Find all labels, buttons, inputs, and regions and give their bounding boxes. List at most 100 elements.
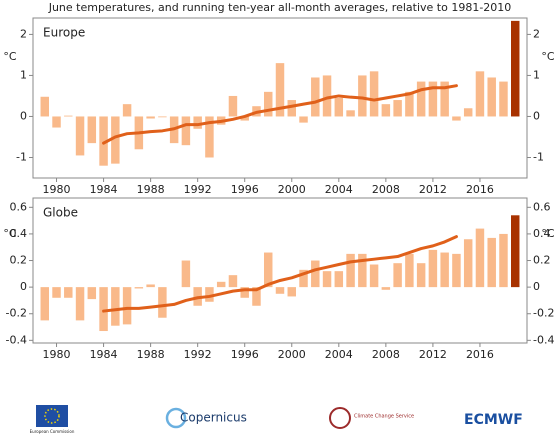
bar	[181, 260, 191, 288]
running-mean-line	[102, 84, 458, 145]
bar	[111, 287, 120, 326]
bar	[158, 287, 167, 318]
bar	[334, 271, 344, 288]
y-axis-label: °C	[541, 227, 555, 240]
x-tick-label: 1988	[137, 348, 165, 361]
panel-label: Globe	[43, 206, 78, 220]
y-tick-label: 0	[533, 280, 540, 293]
plot-frame	[32, 197, 528, 344]
y-tick-label: 0.4	[533, 227, 551, 240]
y-tick-label: 0.2	[533, 254, 551, 267]
bar	[75, 116, 85, 156]
bar	[393, 263, 402, 288]
plot-frame	[32, 17, 528, 179]
bar	[99, 116, 108, 166]
bar	[428, 249, 438, 288]
bar	[405, 253, 414, 288]
bar	[499, 233, 508, 288]
bar	[228, 95, 238, 117]
bar	[322, 271, 332, 288]
x-tick-label: 2016	[466, 183, 494, 196]
bar	[264, 91, 273, 117]
footer-logos: European Commission Copernicus Climate C…	[30, 405, 523, 434]
bar	[416, 81, 426, 117]
bar	[322, 75, 332, 117]
bar	[52, 287, 61, 298]
bar	[463, 239, 473, 288]
bar	[475, 228, 485, 288]
x-tick-label: 2016	[466, 348, 494, 361]
x-tick-label: 1980	[43, 183, 71, 196]
y-tick-label: 0.2	[10, 254, 28, 267]
bar	[122, 287, 132, 325]
bar	[287, 287, 296, 297]
bar	[75, 287, 85, 321]
x-tick-label: 1988	[137, 183, 165, 196]
x-tick-label: 2012	[419, 183, 447, 196]
panel-label: Europe	[43, 26, 85, 40]
logo-text: ECMWF	[464, 412, 523, 428]
x-tick-label: 2000	[278, 348, 306, 361]
y-tick-label: 1	[533, 68, 540, 81]
bar	[416, 263, 426, 288]
bar	[511, 20, 520, 117]
logo-text: Copernicus	[180, 411, 247, 425]
bar	[452, 116, 461, 121]
bar	[87, 287, 97, 300]
y-tick-label: 0	[533, 109, 540, 122]
running-mean-line	[102, 235, 458, 313]
bar	[228, 275, 238, 288]
bar	[64, 115, 73, 117]
eu-flag	[36, 405, 68, 427]
logo-text: Climate Change Service	[354, 414, 414, 420]
x-tick-label: 1980	[43, 348, 71, 361]
y-tick-label: 0.6	[10, 200, 28, 213]
bar	[205, 116, 214, 158]
x-tick-label: 2000	[278, 183, 306, 196]
y-tick-label: -0.2	[533, 307, 554, 320]
bar	[216, 281, 226, 288]
y-tick-label: 0	[20, 280, 27, 293]
bar	[487, 237, 496, 288]
bar	[463, 108, 473, 117]
bar	[369, 71, 379, 117]
bar	[487, 77, 496, 117]
x-tick-label: 1992	[184, 348, 212, 361]
eu-stars	[44, 408, 60, 424]
bar	[134, 287, 144, 289]
y-tick-label: 2	[20, 27, 27, 40]
bar	[146, 284, 155, 288]
y-axis-label: °C	[3, 227, 17, 240]
bar	[346, 253, 355, 288]
bar	[311, 77, 320, 117]
bar	[440, 81, 449, 117]
bar	[193, 116, 202, 129]
bar	[122, 104, 132, 117]
y-tick-label: -0.4	[6, 333, 27, 346]
bar	[264, 252, 273, 288]
c3s-mark	[329, 407, 351, 429]
y-axis-label: °C	[541, 50, 555, 63]
y-tick-label: -0.2	[6, 307, 27, 320]
bar	[299, 269, 308, 288]
logo-text: European Commission	[30, 429, 75, 434]
y-tick-label: 1	[20, 68, 27, 81]
y-tick-label: 2	[533, 27, 540, 40]
bar	[358, 253, 367, 288]
x-tick-label: 1996	[231, 348, 259, 361]
bar	[334, 98, 344, 117]
bar	[205, 287, 214, 302]
bar	[381, 104, 391, 117]
y-tick-label: -1	[16, 150, 27, 163]
bar	[369, 264, 379, 288]
x-tick-label: 1984	[90, 183, 118, 196]
chart-title: June temperatures, and running ten-year …	[48, 1, 512, 14]
bar	[181, 116, 191, 146]
bar	[511, 215, 520, 288]
y-tick-label: 0.4	[10, 227, 28, 240]
bar	[405, 91, 414, 117]
bar	[346, 110, 355, 117]
bar	[311, 260, 320, 288]
x-tick-label: 2008	[372, 183, 400, 196]
